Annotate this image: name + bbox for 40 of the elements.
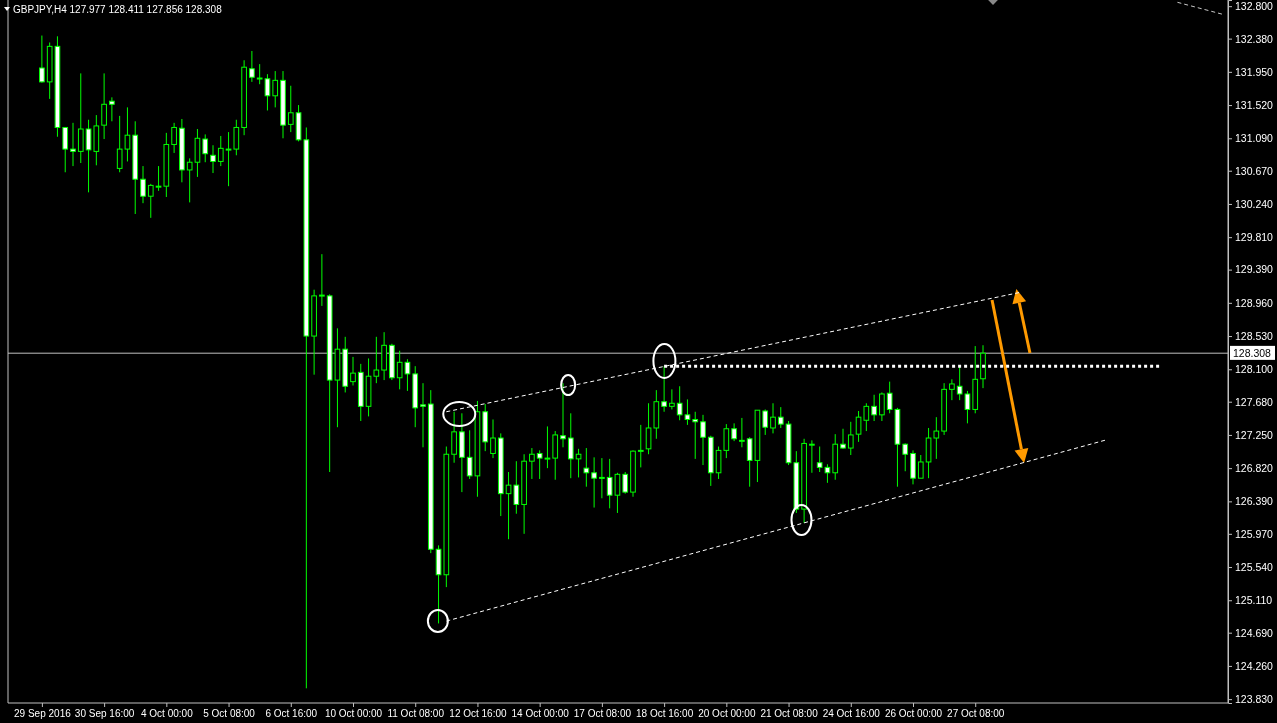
x-tick-label: 21 Oct 08:00 [760,708,819,720]
x-tick-label: 18 Oct 16:00 [635,708,694,720]
y-tick-label: 126.820 [1235,462,1274,475]
x-tick-label: 5 Oct 08:00 [203,708,256,720]
y-tick-label: 128.100 [1235,363,1274,376]
x-tick-label: 29 Sep 2016 [14,708,72,720]
x-tick-label: 24 Oct 16:00 [822,708,881,720]
y-tick-label: 128.960 [1235,296,1274,309]
y-tick-label: 131.090 [1235,132,1274,145]
x-tick-label: 17 Oct 08:00 [573,708,632,720]
y-tick-label: 127.680 [1235,395,1274,408]
y-tick-label: 130.670 [1235,164,1274,177]
y-tick-label: 124.260 [1235,659,1274,672]
x-tick-label: 4 Oct 00:00 [140,708,194,720]
y-tick-label: 131.950 [1235,65,1274,78]
y-tick-label: 125.970 [1235,527,1274,540]
y-tick-label: 131.520 [1235,98,1274,111]
x-tick-label: 6 Oct 16:00 [265,708,318,720]
y-tick-label: 129.390 [1235,263,1274,276]
y-tick-label: 128.530 [1235,329,1274,342]
y-tick-label: 132.800 [1235,0,1274,13]
y-tick-label: 123.830 [1235,693,1274,705]
x-tick-label: 27 Oct 08:00 [947,708,1005,720]
x-tick-label: 30 Sep 16:00 [74,708,135,720]
y-tick-label: 127.250 [1235,428,1274,441]
x-tick-label: 11 Oct 08:00 [387,708,445,720]
y-tick-label: 124.690 [1235,626,1274,639]
y-tick-label: 130.240 [1235,197,1274,210]
chart-title: GBPJPY,H4 127.977 128.411 127.856 128.308 [13,4,223,15]
y-tick-label: 129.810 [1235,231,1274,244]
x-tick-label: 10 Oct 00:00 [324,708,383,720]
y-tick-label: 132.380 [1235,32,1274,45]
ref-line-label: 128.308 [1233,346,1272,359]
x-tick-label: 12 Oct 16:00 [449,708,508,720]
y-tick-label: 126.390 [1235,495,1274,508]
y-tick-label: 125.110 [1235,594,1273,607]
x-tick-label: 20 Oct 00:00 [698,708,756,720]
x-tick-label: 14 Oct 00:00 [511,708,570,720]
y-tick-label: 125.540 [1235,560,1274,573]
x-tick-label: 26 Oct 00:00 [884,708,943,720]
